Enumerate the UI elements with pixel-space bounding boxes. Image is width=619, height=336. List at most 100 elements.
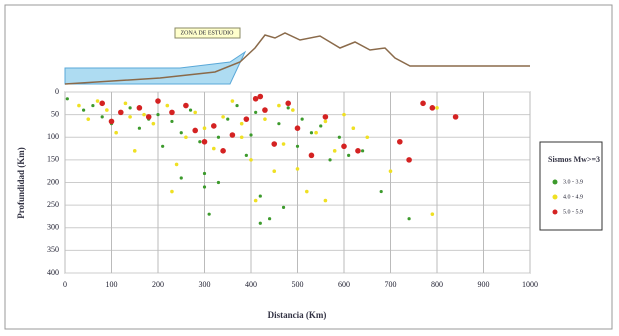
legend-marker [553, 180, 558, 185]
data-point [259, 222, 262, 225]
data-point [347, 154, 350, 157]
data-point [124, 102, 128, 106]
y-tick-label: 300 [47, 223, 59, 232]
data-point [129, 106, 132, 109]
data-point [249, 158, 253, 162]
data-point [217, 181, 220, 184]
data-point [105, 108, 109, 112]
data-point [146, 114, 152, 120]
data-point [324, 120, 328, 124]
x-axis-label: Distancia (Km) [268, 310, 327, 320]
legend-marker [553, 210, 558, 215]
data-point [133, 149, 137, 153]
data-point [244, 116, 250, 122]
data-point [180, 176, 183, 179]
data-point [183, 103, 189, 109]
data-point [226, 118, 229, 121]
data-point [82, 109, 85, 112]
data-point [198, 140, 201, 143]
data-point [314, 131, 318, 135]
data-point [361, 149, 364, 152]
data-point [170, 120, 173, 123]
data-point [66, 97, 69, 100]
y-tick-label: 0 [55, 87, 59, 96]
chart: ZONA DE ESTUDIO Distancia (Km) Profundid… [0, 0, 619, 336]
x-tick-label: 800 [431, 280, 443, 289]
data-point [96, 99, 100, 103]
data-point [170, 190, 174, 194]
data-point [249, 133, 252, 136]
data-point [254, 199, 258, 203]
data-point [435, 106, 439, 110]
legend-label: 3.0 - 3.9 [563, 179, 583, 185]
data-point [282, 142, 286, 146]
data-point [430, 105, 436, 111]
data-point [272, 169, 276, 173]
data-point [408, 217, 411, 220]
data-point [277, 104, 281, 108]
data-point [184, 135, 188, 139]
data-point [285, 101, 291, 107]
y-tick-label: 250 [47, 200, 59, 209]
data-point [128, 115, 132, 119]
data-point [431, 212, 435, 216]
data-point [406, 157, 412, 163]
data-point [155, 98, 161, 104]
data-point [114, 131, 118, 135]
x-tick-label: 700 [385, 280, 397, 289]
data-point [169, 110, 175, 116]
x-tick-label: 500 [292, 280, 304, 289]
data-point [323, 114, 329, 120]
data-point [203, 185, 206, 188]
data-point [180, 131, 183, 134]
data-point [342, 113, 346, 117]
data-point [240, 122, 244, 126]
data-point [389, 169, 393, 173]
data-point [397, 139, 403, 145]
data-point [212, 147, 216, 151]
data-point [161, 145, 164, 148]
data-point [235, 104, 238, 107]
y-tick-label: 100 [47, 132, 59, 141]
data-point [109, 119, 115, 125]
data-point [192, 128, 198, 134]
data-point [189, 109, 192, 112]
data-point [231, 99, 235, 103]
data-point [77, 104, 81, 108]
data-point [86, 117, 90, 121]
data-point [254, 111, 257, 114]
legend-label: 4.0 - 4.9 [563, 194, 583, 200]
x-tick-label: 100 [106, 280, 118, 289]
data-point [282, 206, 285, 209]
x-tick-label: 300 [199, 280, 211, 289]
data-point [259, 194, 262, 197]
legend-marker [553, 195, 558, 200]
annotation: ZONA DE ESTUDIO [181, 30, 235, 36]
data-point [152, 122, 156, 126]
data-point [202, 139, 208, 145]
data-point [453, 114, 459, 120]
y-axis-label: Profundidad (Km) [16, 147, 26, 219]
y-tick-label: 350 [47, 245, 59, 254]
data-point [221, 115, 225, 119]
data-point [220, 148, 226, 154]
data-point [420, 101, 426, 107]
data-point [271, 141, 277, 147]
x-tick-label: 1000 [522, 280, 538, 289]
y-tick-label: 150 [47, 155, 59, 164]
data-point [166, 104, 170, 108]
data-point [380, 190, 383, 193]
data-point [328, 158, 331, 161]
x-tick-label: 200 [152, 280, 164, 289]
data-point [319, 124, 322, 127]
data-point [175, 163, 179, 167]
x-tick-label: 900 [478, 280, 490, 289]
page: {"chart_data": {"type": "scatter", "anno… [0, 0, 619, 336]
data-point [355, 148, 361, 154]
data-point [352, 126, 356, 130]
data-point [240, 135, 244, 139]
data-point [262, 107, 268, 113]
data-point [341, 144, 347, 150]
data-point [208, 213, 211, 216]
data-point [333, 149, 337, 153]
